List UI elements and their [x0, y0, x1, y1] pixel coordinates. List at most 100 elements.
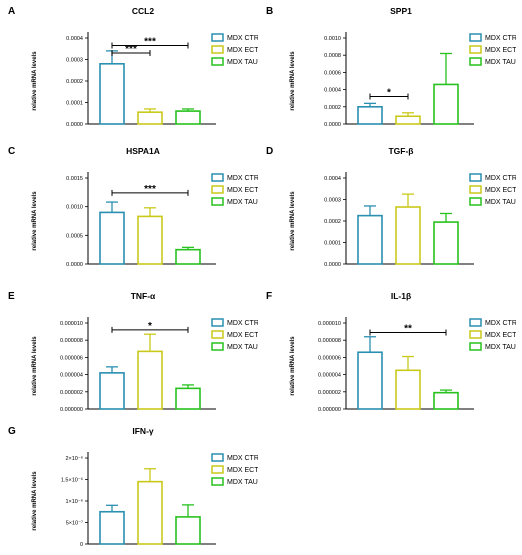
panel-d: D TGF-β relative mRNA levels 0.0004 0.0003 0.…: [266, 146, 516, 268]
bar-mdx-tau: [175, 387, 201, 410]
bar-mdx-ctrl: [357, 214, 383, 265]
y-tick-label: 1×10⁻⁶: [65, 498, 83, 505]
y-tick-label: 0.0004: [324, 176, 341, 182]
legend-swatch: [211, 330, 224, 339]
y-tick-label: 0.0010: [66, 205, 83, 211]
legend-swatch: [469, 33, 482, 42]
y-tick-label: 0.0000: [324, 122, 341, 128]
legend-entry: MDX ECT: [227, 187, 258, 194]
y-tick-label: 0.0002: [324, 219, 341, 225]
y-tick-label: 0.0004: [324, 88, 341, 94]
legend-entry: MDX CTRL: [485, 175, 516, 182]
y-axis-label: relative mRNA levels: [32, 191, 38, 251]
bar-mdx-tau: [433, 83, 459, 125]
y-axis-label: relative mRNA levels: [32, 336, 38, 396]
legend-swatch: [469, 197, 482, 206]
panel-g: G IFN-γ relative mRNA levels 2×10⁻⁶ 1.5×10⁻⁶…: [8, 426, 258, 548]
legend-entry: MDX TAU: [485, 344, 516, 351]
y-tick-label: 0.0002: [66, 79, 83, 85]
y-tick-label: 0.000004: [60, 373, 83, 379]
legend-entry: MDX TAU: [485, 59, 516, 66]
y-tick-label: 0.0001: [66, 101, 83, 107]
legend-swatch: [211, 173, 224, 182]
y-tick-label: 0.0003: [66, 58, 83, 64]
y-tick-label: 0.000008: [318, 338, 341, 344]
bar-mdx-ect: [137, 350, 163, 410]
y-axis-label: relative mRNA levels: [32, 51, 38, 111]
y-tick-label: 0.0005: [66, 233, 83, 239]
legend-swatch: [211, 453, 224, 462]
bar-mdx-ctrl: [99, 62, 125, 125]
legend-entry: MDX CTRL: [227, 455, 258, 462]
y-tick-label: 0.0000: [324, 262, 341, 268]
y-tick-label: 0.000000: [318, 407, 341, 413]
legend-entry: MDX CTRL: [485, 35, 516, 42]
bar-mdx-ctrl: [99, 372, 125, 410]
y-tick-label: 2×10⁻⁶: [65, 455, 83, 462]
chart-title: SPP1: [390, 6, 412, 16]
legend-swatch: [469, 173, 482, 182]
y-tick-label: 0: [80, 542, 83, 548]
y-tick-label: 0.000008: [60, 338, 83, 344]
bar-mdx-ctrl: [99, 510, 125, 545]
y-tick-label: 0.000006: [318, 355, 341, 361]
y-tick-label: 0.0001: [324, 241, 341, 247]
chart-title: CCL2: [132, 6, 154, 16]
legend-entry: MDX CTRL: [227, 320, 258, 327]
legend-swatch: [469, 342, 482, 351]
y-tick-label: 0.0010: [324, 36, 341, 42]
chart-title: IFN-γ: [132, 426, 154, 436]
y-tick-label: 0.0004: [66, 36, 83, 42]
y-tick-label: 0.0000: [66, 262, 83, 268]
legend-swatch: [211, 465, 224, 474]
bar-mdx-tau: [175, 248, 201, 265]
legend-entry: MDX ECT: [485, 332, 516, 339]
y-tick-label: 0.000002: [60, 390, 83, 396]
legend-entry: MDX ECT: [485, 187, 516, 194]
chart-title: IL-1β: [391, 291, 411, 301]
panel-e: E TNF-α relative mRNA levels 0.000010 0.0000…: [8, 291, 258, 413]
legend-entry: MDX ECT: [227, 332, 258, 339]
chart-title: HSPA1A: [126, 146, 160, 156]
y-axis-label: relative mRNA levels: [290, 336, 296, 396]
legend-entry: MDX ECT: [485, 47, 516, 54]
bar-mdx-ctrl: [99, 211, 125, 265]
significance-label: ***: [144, 37, 156, 48]
panel-letter: G: [8, 426, 16, 437]
legend-entry: MDX CTRL: [485, 320, 516, 327]
panel-f: F IL-1β relative mRNA levels 0.000010 0.0000…: [266, 291, 516, 413]
panel-c: C HSPA1A relative mRNA levels 0.0015 0.0010 0…: [8, 146, 258, 268]
legend-swatch: [211, 477, 224, 486]
y-axis-label: relative mRNA levels: [290, 191, 296, 251]
y-tick-label: 0.000010: [60, 321, 83, 327]
bar-mdx-ect: [395, 206, 421, 265]
significance-label: ***: [144, 184, 156, 195]
legend-entry: MDX TAU: [227, 59, 258, 66]
panel-letter: E: [8, 291, 15, 302]
y-tick-label: 0.0003: [324, 198, 341, 204]
y-tick-label: 0.0015: [66, 176, 83, 182]
y-tick-label: 5×10⁻⁷: [66, 520, 83, 527]
significance-label: *: [387, 87, 391, 98]
legend-swatch: [469, 318, 482, 327]
legend-swatch: [469, 45, 482, 54]
legend-entry: MDX CTRL: [227, 175, 258, 182]
bar-mdx-ect: [395, 115, 421, 125]
y-tick-label: 1.5×10⁻⁶: [61, 477, 83, 484]
panel-a: A CCL2 relative mRNA levels 0.0004 0.0003 0.0…: [8, 6, 258, 128]
y-tick-label: 0.000006: [60, 355, 83, 361]
bar-mdx-ctrl: [357, 106, 383, 125]
legend-swatch: [211, 318, 224, 327]
legend-entry: MDX ECT: [227, 47, 258, 54]
panel-letter: A: [8, 6, 15, 17]
legend-swatch: [211, 33, 224, 42]
y-axis-label: relative mRNA levels: [32, 471, 38, 531]
significance-label: **: [404, 323, 412, 334]
y-tick-label: 0.000000: [60, 407, 83, 413]
legend-swatch: [211, 45, 224, 54]
panel-b: B SPP1 relative mRNA levels 0.0010 0.0008 0.0…: [266, 6, 516, 128]
panel-letter: D: [266, 146, 273, 157]
panel-letter: B: [266, 6, 273, 17]
chart-title: TGF-β: [388, 146, 413, 156]
legend-entry: MDX TAU: [227, 479, 258, 486]
